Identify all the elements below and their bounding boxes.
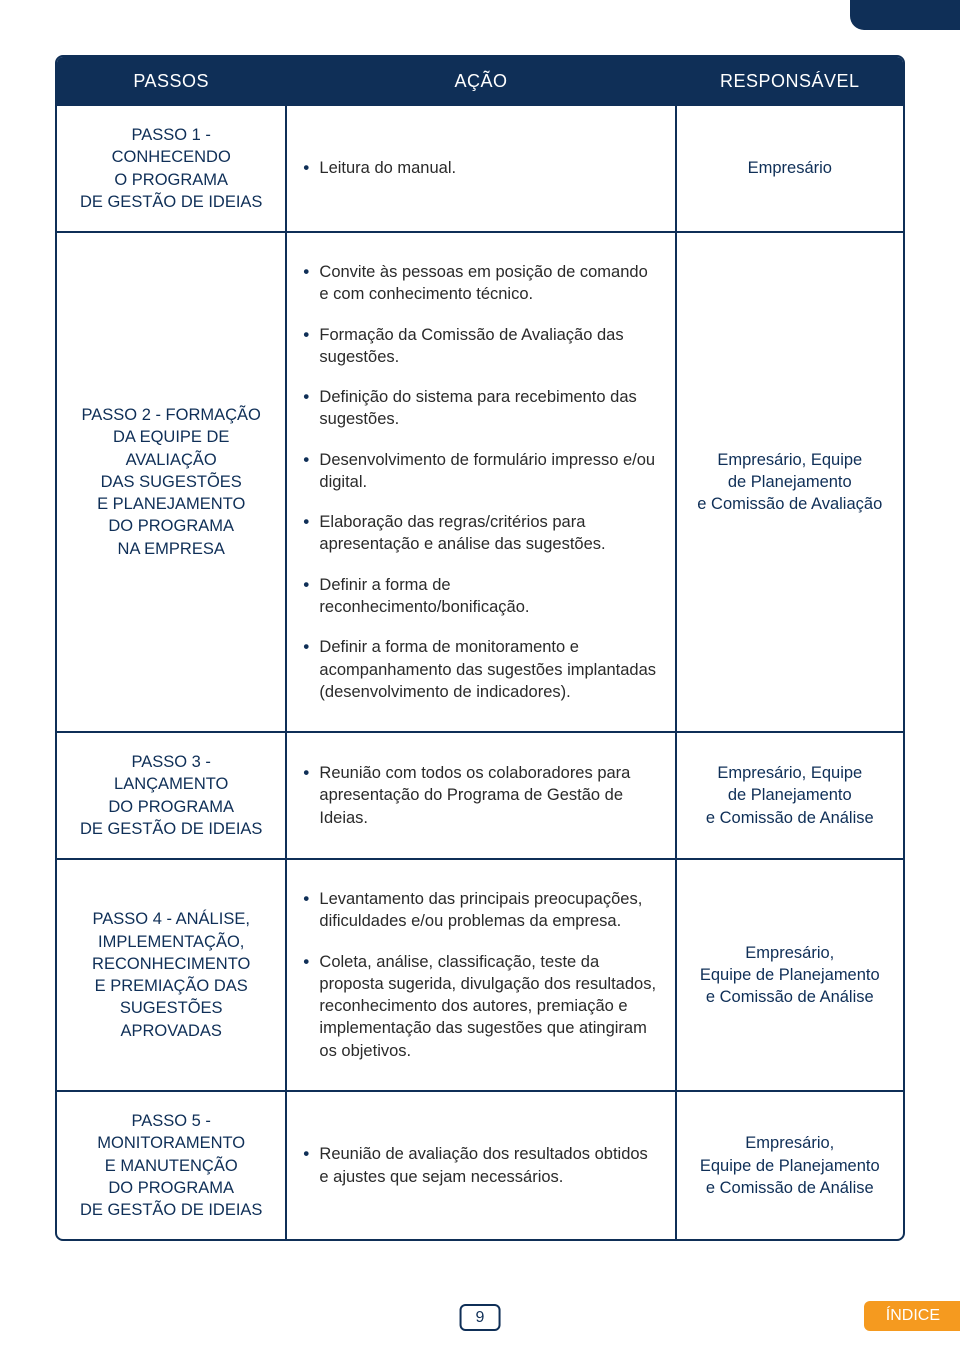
responsible-label: Empresário, Equipe de Planejamento e Com… bbox=[693, 1132, 887, 1199]
action-item: Definição do sistema para recebimento da… bbox=[303, 386, 658, 431]
steps-table: PASSOS AÇÃO RESPONSÁVEL PASSO 1 - CONHEC… bbox=[55, 55, 905, 1241]
step-label: PASSO 4 - ANÁLISE, IMPLEMENTAÇÃO, RECONH… bbox=[73, 908, 269, 1042]
table-row: PASSO 5 - MONITORAMENTO E MANUTENÇÃO DO … bbox=[57, 1090, 903, 1239]
header-responsavel: RESPONSÁVEL bbox=[675, 57, 903, 106]
header-acao: AÇÃO bbox=[285, 57, 674, 106]
action-item: Formação da Comissão de Avaliação das su… bbox=[303, 324, 658, 369]
cell-step: PASSO 5 - MONITORAMENTO E MANUTENÇÃO DO … bbox=[57, 1090, 285, 1239]
action-list: Reunião de avaliação dos resultados obti… bbox=[303, 1143, 658, 1188]
page-footer: 9 ÍNDICE bbox=[0, 1291, 960, 1331]
action-item: Reunião de avaliação dos resultados obti… bbox=[303, 1143, 658, 1188]
page-content: PASSOS AÇÃO RESPONSÁVEL PASSO 1 - CONHEC… bbox=[0, 0, 960, 1241]
cell-responsible: Empresário, Equipe de Planejamento e Com… bbox=[675, 858, 903, 1090]
action-item: Elaboração das regras/critérios para apr… bbox=[303, 511, 658, 556]
table-row: PASSO 4 - ANÁLISE, IMPLEMENTAÇÃO, RECONH… bbox=[57, 858, 903, 1090]
action-item: Definir a forma de monitoramento e acomp… bbox=[303, 636, 658, 703]
step-label: PASSO 3 - LANÇAMENTO DO PROGRAMA DE GEST… bbox=[73, 751, 269, 840]
cell-responsible: Empresário, Equipe de Planejamento e Com… bbox=[675, 731, 903, 858]
cell-actions: Convite às pessoas em posição de comando… bbox=[285, 231, 674, 731]
action-list: Reunião com todos os colaboradores para … bbox=[303, 762, 658, 829]
action-item: Desenvolvimento de formulário impresso e… bbox=[303, 449, 658, 494]
responsible-label: Empresário, Equipe de Planejamento e Com… bbox=[693, 942, 887, 1009]
action-item: Leitura do manual. bbox=[303, 157, 658, 179]
responsible-label: Empresário bbox=[693, 157, 887, 179]
action-list: Convite às pessoas em posição de comando… bbox=[303, 261, 658, 703]
table-row: PASSO 3 - LANÇAMENTO DO PROGRAMA DE GEST… bbox=[57, 731, 903, 858]
page-number: 9 bbox=[460, 1304, 501, 1331]
table-row: PASSO 1 - CONHECENDO O PROGRAMA DE GESTÃ… bbox=[57, 106, 903, 231]
cell-actions: Levantamento das principais preocupações… bbox=[285, 858, 674, 1090]
responsible-label: Empresário, Equipe de Planejamento e Com… bbox=[693, 449, 887, 516]
action-item: Convite às pessoas em posição de comando… bbox=[303, 261, 658, 306]
cell-step: PASSO 2 - FORMAÇÃO DA EQUIPE DE AVALIAÇÃ… bbox=[57, 231, 285, 731]
cell-step: PASSO 1 - CONHECENDO O PROGRAMA DE GESTÃ… bbox=[57, 106, 285, 231]
action-item: Coleta, análise, classificação, teste da… bbox=[303, 951, 658, 1062]
step-label: PASSO 5 - MONITORAMENTO E MANUTENÇÃO DO … bbox=[73, 1110, 269, 1221]
cell-responsible: Empresário bbox=[675, 106, 903, 231]
table-row: PASSO 2 - FORMAÇÃO DA EQUIPE DE AVALIAÇÃ… bbox=[57, 231, 903, 731]
index-button[interactable]: ÍNDICE bbox=[864, 1301, 960, 1331]
action-list: Leitura do manual. bbox=[303, 157, 658, 179]
corner-tab-decoration bbox=[850, 0, 960, 30]
action-item: Definir a forma de reconhecimento/bonifi… bbox=[303, 574, 658, 619]
table-header-row: PASSOS AÇÃO RESPONSÁVEL bbox=[57, 57, 903, 106]
step-label: PASSO 2 - FORMAÇÃO DA EQUIPE DE AVALIAÇÃ… bbox=[73, 404, 269, 560]
table-body: PASSO 1 - CONHECENDO O PROGRAMA DE GESTÃ… bbox=[57, 106, 903, 1239]
action-item: Levantamento das principais preocupações… bbox=[303, 888, 658, 933]
cell-actions: Reunião com todos os colaboradores para … bbox=[285, 731, 674, 858]
action-list: Levantamento das principais preocupações… bbox=[303, 888, 658, 1062]
header-passos: PASSOS bbox=[57, 57, 285, 106]
cell-actions: Reunião de avaliação dos resultados obti… bbox=[285, 1090, 674, 1239]
responsible-label: Empresário, Equipe de Planejamento e Com… bbox=[693, 762, 887, 829]
cell-responsible: Empresário, Equipe de Planejamento e Com… bbox=[675, 1090, 903, 1239]
cell-step: PASSO 4 - ANÁLISE, IMPLEMENTAÇÃO, RECONH… bbox=[57, 858, 285, 1090]
cell-step: PASSO 3 - LANÇAMENTO DO PROGRAMA DE GEST… bbox=[57, 731, 285, 858]
cell-responsible: Empresário, Equipe de Planejamento e Com… bbox=[675, 231, 903, 731]
cell-actions: Leitura do manual. bbox=[285, 106, 674, 231]
action-item: Reunião com todos os colaboradores para … bbox=[303, 762, 658, 829]
step-label: PASSO 1 - CONHECENDO O PROGRAMA DE GESTÃ… bbox=[73, 124, 269, 213]
